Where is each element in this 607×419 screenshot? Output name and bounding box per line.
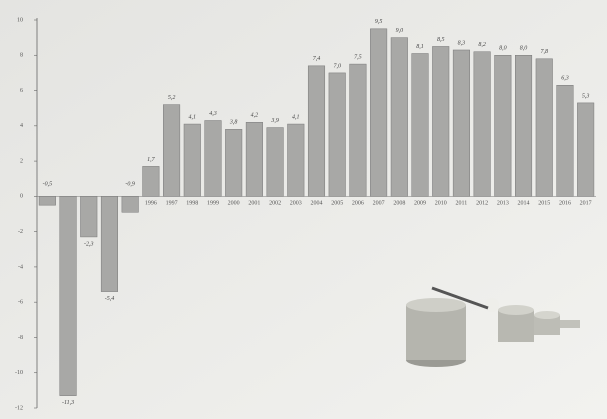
value-label: 5,3 <box>582 93 590 99</box>
bar <box>350 64 367 196</box>
x-tick-label: 2009 <box>414 201 426 207</box>
y-tick-label: -8 <box>18 335 23 341</box>
y-tick-label: 4 <box>20 123 23 129</box>
bar <box>288 124 305 196</box>
x-tick-label: 2011 <box>456 201 468 207</box>
value-label: -5,4 <box>105 295 115 302</box>
value-label: 6,3 <box>561 76 569 82</box>
value-label: 3,9 <box>270 118 279 124</box>
x-tick-label: 2015 <box>538 201 550 207</box>
bar <box>246 122 263 196</box>
bar <box>577 103 594 196</box>
value-label: -0,5 <box>43 182 53 188</box>
bar <box>143 166 160 196</box>
x-tick-label: 2017 <box>580 201 592 207</box>
y-tick-label: -10 <box>15 370 23 376</box>
bar <box>412 54 429 197</box>
y-tick-label: 6 <box>20 88 23 94</box>
value-label: 7,8 <box>540 49 548 55</box>
x-tick-label: 2010 <box>435 201 447 207</box>
x-tick-label: 2004 <box>311 201 323 207</box>
y-tick-label: 8 <box>20 53 23 59</box>
bar <box>495 55 512 196</box>
x-tick-label: 2001 <box>248 201 260 207</box>
bar <box>308 66 325 197</box>
value-label: 7,4 <box>313 55 321 62</box>
value-label: 4,1 <box>189 113 197 120</box>
value-label: 8,5 <box>437 37 445 43</box>
x-tick-label: 2003 <box>290 201 302 207</box>
y-tick-label: 2 <box>20 158 23 164</box>
y-tick-label: -12 <box>15 405 23 411</box>
value-label: -11,3 <box>62 400 74 406</box>
chart: -12 -10 -8 -6 -4 -2 0 2 4 6 8 10 -0,5 -11,3 -2,3 -5,4 -0… <box>0 0 607 419</box>
bar <box>225 129 242 196</box>
x-tick-label: 1999 <box>207 201 219 207</box>
bar <box>453 50 470 196</box>
page: {"chart_data": {"type": "bar", "categori… <box>0 0 607 419</box>
y-tick-label: 0 <box>20 194 23 200</box>
x-tick-label: 1996 <box>145 201 157 207</box>
bar <box>370 29 387 197</box>
y-tick-label: -6 <box>18 300 23 306</box>
x-tick-label: 2012 <box>476 201 488 207</box>
bar <box>39 196 56 205</box>
value-label: 9,5 <box>375 19 383 25</box>
x-tick-label: 2000 <box>228 201 240 207</box>
value-label: 9,0 <box>396 28 404 34</box>
x-tick-label: 2008 <box>393 201 405 207</box>
x-tick-label: 2014 <box>518 201 530 207</box>
value-label: 3,8 <box>229 120 238 126</box>
x-tick-label: 1997 <box>166 201 178 207</box>
bar <box>184 124 201 196</box>
value-label: 4,1 <box>292 113 300 120</box>
y-tick-label: -4 <box>18 264 23 270</box>
bar <box>267 128 284 197</box>
bar <box>536 59 553 197</box>
bar <box>80 196 97 237</box>
x-tick-label: 2005 <box>331 201 343 207</box>
bar <box>474 52 491 197</box>
bar <box>557 85 574 196</box>
value-label: 8,3 <box>458 40 466 46</box>
value-label: 5,2 <box>168 95 176 101</box>
value-label: 7,0 <box>333 63 341 69</box>
bar <box>205 121 222 197</box>
x-tick-label: 2006 <box>352 201 364 207</box>
bar <box>163 105 180 197</box>
bar <box>122 196 139 212</box>
bar <box>329 73 346 196</box>
value-label: -2,3 <box>84 241 94 247</box>
bar <box>515 55 532 196</box>
bar <box>60 196 77 395</box>
value-label: 8,2 <box>478 42 486 48</box>
x-tick-label: 2013 <box>497 201 509 207</box>
value-label: 4,3 <box>209 110 217 117</box>
value-label: 8,1 <box>416 44 424 50</box>
value-label: 1,7 <box>147 157 156 163</box>
value-label: 8,0 <box>520 46 528 52</box>
value-label: -0,9 <box>125 182 135 188</box>
x-tick-label: 2016 <box>559 201 571 207</box>
y-tick-label: 10 <box>17 17 23 23</box>
bar <box>391 38 408 197</box>
value-label: 7,5 <box>354 54 362 60</box>
bar <box>432 46 449 196</box>
value-label: 4,2 <box>251 112 259 119</box>
x-tick-label: 1998 <box>186 201 198 207</box>
x-tick-label: 2002 <box>269 201 281 207</box>
value-label: 8,0 <box>499 46 507 52</box>
x-tick-label: 2007 <box>373 201 385 207</box>
bar <box>101 196 118 291</box>
y-tick-label: -2 <box>18 229 23 235</box>
